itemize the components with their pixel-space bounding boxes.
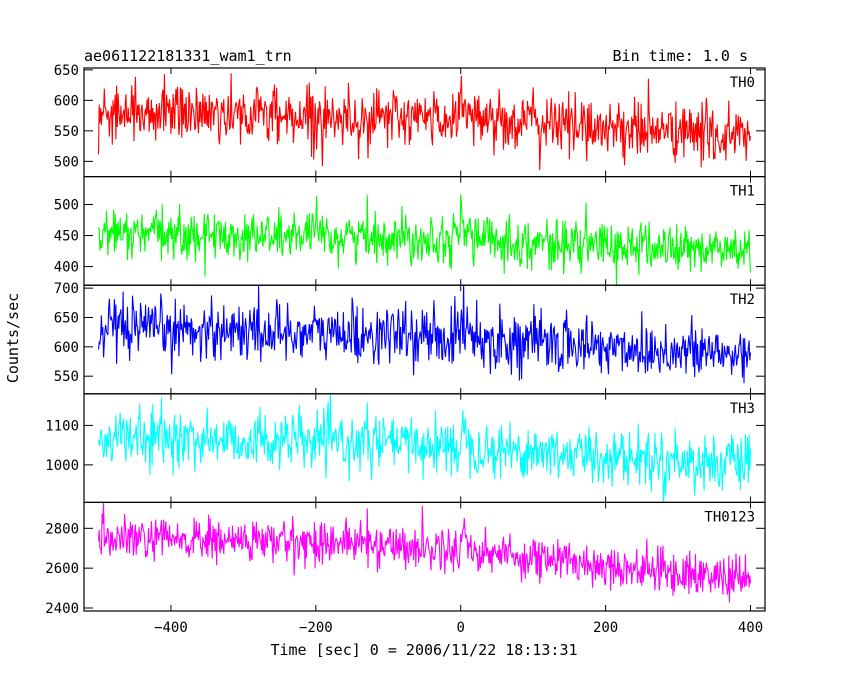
y-tick-label: 2800	[45, 521, 79, 537]
y-tick-label: 550	[54, 124, 79, 140]
y-axis-label: Counts/sec	[4, 293, 22, 383]
panel-label-th2: TH2	[730, 292, 755, 308]
series-line-th0	[97, 73, 752, 171]
x-tick-label: 200	[593, 620, 618, 636]
panel-label-th0123: TH0123	[704, 509, 755, 525]
plot-title: ae061122181331_wam1_trn	[84, 47, 292, 65]
panel-label-th1: TH1	[730, 184, 755, 200]
bin-time-label: Bin time: 1.0 s	[613, 47, 748, 65]
panel-label-th3: TH3	[730, 401, 755, 417]
y-tick-label: 550	[54, 369, 79, 385]
y-tick-label: 500	[54, 154, 79, 170]
y-tick-label: 2600	[45, 561, 79, 577]
series-line-th3	[97, 393, 752, 503]
y-tick-label: 400	[54, 260, 79, 276]
y-tick-label: 450	[54, 229, 79, 245]
y-tick-label: 500	[54, 198, 79, 214]
y-tick-label: 1100	[45, 418, 79, 434]
x-axis-label: Time [sec] 0 = 2006/11/22 18:13:31	[270, 641, 577, 659]
series-line-th0123	[97, 503, 752, 603]
y-tick-label: 600	[54, 340, 79, 356]
y-tick-label: 1000	[45, 458, 79, 474]
y-tick-label: 2400	[45, 601, 79, 617]
panel-frame-th0123	[83, 501, 766, 612]
y-tick-label: 700	[54, 281, 79, 297]
series-line-th2	[97, 285, 752, 384]
panel-frame-th2	[83, 284, 766, 395]
panel-label-th0: TH0	[730, 75, 755, 91]
y-tick-label: 650	[54, 63, 79, 79]
x-tick-label: −200	[299, 620, 333, 636]
x-tick-label: 0	[457, 620, 465, 636]
panels-group: 500 550 600 650 TH0 400 450 500 TH1 550 600 650 700 T…	[45, 63, 766, 636]
y-tick-label: 650	[54, 310, 79, 326]
series-line-th1	[97, 194, 752, 286]
x-tick-label: 400	[738, 620, 763, 636]
y-tick-label: 600	[54, 93, 79, 109]
x-tick-label: −400	[154, 620, 188, 636]
